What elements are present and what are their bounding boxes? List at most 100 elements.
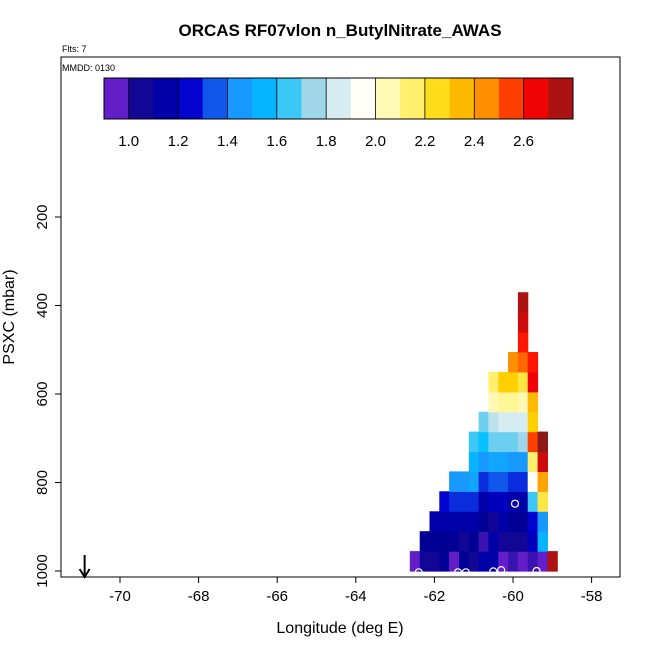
colorbar-segment bbox=[153, 78, 179, 119]
heatmap-cell bbox=[488, 371, 499, 393]
heatmap-cell bbox=[439, 511, 450, 532]
heatmap-cell bbox=[517, 332, 529, 353]
heatmap-cell bbox=[498, 511, 509, 532]
heatmap-cell bbox=[478, 531, 489, 552]
heatmap-cell bbox=[439, 491, 450, 512]
colorbar-segment bbox=[400, 78, 426, 119]
colorbar-segment bbox=[301, 78, 327, 119]
heatmap-cell bbox=[508, 431, 519, 453]
heatmap-cell bbox=[527, 371, 539, 393]
heatmap-cell bbox=[527, 531, 539, 552]
colorbar-tick-label: 2.0 bbox=[365, 133, 386, 150]
heatmap-cell bbox=[547, 551, 558, 572]
sample-points bbox=[414, 269, 559, 577]
heatmap-cell bbox=[409, 551, 421, 572]
heatmap-cell bbox=[517, 371, 529, 393]
y-axis-label: PSXC (mbar) bbox=[1, 269, 18, 364]
colorbar-frame bbox=[103, 77, 574, 120]
heatmap-cell bbox=[459, 491, 470, 512]
heatmap-cell bbox=[517, 491, 529, 512]
heatmap-cells bbox=[409, 292, 558, 572]
heatmap-cell bbox=[439, 531, 450, 552]
heatmap-cell bbox=[508, 551, 519, 572]
heatmap-cell bbox=[537, 471, 548, 492]
heatmap-cell bbox=[527, 551, 539, 572]
sample-point bbox=[516, 269, 526, 278]
heatmap-cell bbox=[508, 391, 519, 413]
sample-point bbox=[414, 568, 423, 577]
heatmap-cell bbox=[508, 531, 519, 552]
heatmap-cell bbox=[478, 491, 489, 512]
heatmap-cell bbox=[498, 551, 509, 572]
colorbar-segment bbox=[350, 78, 376, 119]
heatmap-cell bbox=[517, 451, 529, 472]
heatmap-cell bbox=[449, 531, 460, 552]
heatmap-cell bbox=[498, 391, 509, 413]
x-tick-label: -60 bbox=[502, 588, 524, 605]
colorbar-tick-label: 1.6 bbox=[266, 133, 287, 150]
heatmap-cell bbox=[517, 411, 529, 433]
x-axis: -70 -68 -66 -64 -62 -60 -58 bbox=[109, 577, 602, 605]
heatmap-cell bbox=[508, 451, 519, 472]
heatmap-cell bbox=[488, 411, 499, 433]
heatmap-cell bbox=[537, 451, 548, 472]
colorbar-segment bbox=[252, 78, 278, 119]
heatmap-cell bbox=[537, 531, 548, 552]
heatmap-cell bbox=[429, 551, 440, 572]
heatmap-cell bbox=[517, 511, 529, 532]
heatmap-cell bbox=[527, 451, 539, 472]
y-tick-label: 600 bbox=[34, 381, 51, 406]
heatmap-cell bbox=[498, 451, 509, 472]
x-tick-label: -64 bbox=[345, 588, 367, 605]
heatmap-cell bbox=[429, 531, 440, 552]
heatmap-cell bbox=[468, 451, 480, 472]
heatmap-cell bbox=[508, 352, 519, 373]
sample-point bbox=[550, 481, 559, 491]
plot-frame bbox=[60, 56, 621, 578]
heatmap-cell bbox=[488, 531, 499, 552]
chart-title: ORCAS RF07vlon n_ButylNitrate_AWAS bbox=[178, 21, 501, 40]
heatmap-cell bbox=[517, 391, 529, 413]
x-tick-label: -68 bbox=[188, 588, 210, 605]
colorbar-segment bbox=[523, 78, 549, 119]
sample-point bbox=[532, 566, 541, 576]
colorbar-segment bbox=[424, 78, 451, 119]
colorbar-segment bbox=[276, 78, 302, 119]
heatmap-cell bbox=[488, 391, 499, 413]
heatmap-cell bbox=[419, 551, 431, 572]
heatmap-cell bbox=[517, 292, 529, 313]
heatmap-cell bbox=[459, 511, 470, 532]
heatmap-cell bbox=[537, 511, 548, 532]
x-tick-label: -70 bbox=[109, 588, 131, 605]
colorbar: 1.0 1.2 1.4 1.6 1.8 2.0 2.2 2.4 2.6 bbox=[103, 77, 574, 150]
heatmap-cell bbox=[527, 491, 539, 512]
sample-point bbox=[453, 568, 463, 577]
x-tick-label: -62 bbox=[424, 588, 446, 605]
heatmap-cell bbox=[449, 471, 460, 492]
colorbar-segment bbox=[375, 78, 401, 119]
heatmap-cell bbox=[527, 411, 539, 433]
heatmap-cell bbox=[488, 551, 499, 572]
heatmap-cell bbox=[468, 511, 480, 532]
colorbar-segment bbox=[474, 78, 500, 119]
heatmap-cell bbox=[488, 451, 499, 472]
colorbar-segment bbox=[227, 78, 253, 119]
sample-point bbox=[489, 567, 498, 576]
heatmap-cell bbox=[439, 551, 450, 572]
heatmap-cell bbox=[468, 431, 480, 453]
y-axis: 200 400 600 800 1000 bbox=[34, 204, 61, 588]
heatmap-cell bbox=[488, 491, 499, 512]
colorbar-tick-label: 2.2 bbox=[414, 133, 435, 150]
heatmap-cell bbox=[498, 491, 509, 512]
heatmap-cell bbox=[468, 531, 480, 552]
heatmap-cell bbox=[537, 491, 548, 512]
heatmap-cell bbox=[498, 371, 509, 393]
heatmap-cell bbox=[517, 431, 529, 453]
heatmap-cell bbox=[488, 471, 499, 492]
sample-point bbox=[497, 565, 506, 575]
colorbar-segment bbox=[548, 78, 574, 119]
heatmap-cell bbox=[488, 511, 499, 532]
colorbar-tick-label: 2.4 bbox=[464, 133, 485, 150]
heatmap-cell bbox=[459, 531, 470, 552]
